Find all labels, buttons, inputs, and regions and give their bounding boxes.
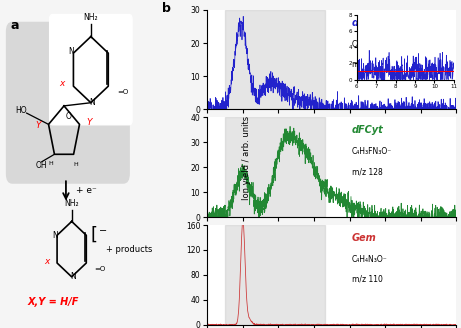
Text: + e⁻: + e⁻ bbox=[76, 186, 96, 195]
Bar bbox=[225, 225, 325, 325]
Text: H: H bbox=[48, 161, 53, 166]
Text: X,Y = H/F: X,Y = H/F bbox=[28, 297, 79, 307]
Text: H: H bbox=[73, 162, 78, 167]
Text: + products: + products bbox=[106, 245, 153, 254]
Text: dCyt: dCyt bbox=[352, 18, 377, 28]
FancyBboxPatch shape bbox=[6, 22, 129, 183]
Text: N: N bbox=[69, 47, 74, 56]
Text: NH₂: NH₂ bbox=[83, 13, 98, 22]
Text: Ion yield / arb. units: Ion yield / arb. units bbox=[242, 115, 251, 199]
Text: =O: =O bbox=[94, 266, 105, 272]
Text: x: x bbox=[44, 257, 50, 266]
Text: x: x bbox=[59, 78, 65, 88]
Bar bbox=[225, 10, 325, 110]
Bar bbox=[225, 117, 325, 217]
Text: [: [ bbox=[91, 226, 98, 244]
FancyBboxPatch shape bbox=[50, 14, 132, 125]
Text: dFCyt: dFCyt bbox=[352, 125, 384, 135]
Text: m/z 128: m/z 128 bbox=[352, 167, 383, 176]
Text: N: N bbox=[53, 231, 59, 240]
Text: C₄H₃FN₃O⁻: C₄H₃FN₃O⁻ bbox=[352, 147, 392, 156]
Text: Y: Y bbox=[87, 118, 92, 127]
Text: =O: =O bbox=[117, 90, 128, 95]
Text: −: − bbox=[99, 226, 106, 236]
Text: m/z 110: m/z 110 bbox=[352, 275, 383, 284]
Text: OH: OH bbox=[35, 161, 47, 170]
Text: C₄H₄N₃O⁻: C₄H₄N₃O⁻ bbox=[352, 255, 388, 264]
Text: Y: Y bbox=[36, 121, 41, 131]
Text: N: N bbox=[89, 98, 95, 107]
Text: N: N bbox=[70, 272, 76, 281]
Text: HO: HO bbox=[15, 106, 27, 115]
Text: m/z 110: m/z 110 bbox=[352, 60, 383, 69]
Text: NH₂: NH₂ bbox=[65, 199, 79, 208]
Text: Gem: Gem bbox=[352, 233, 377, 243]
Text: O: O bbox=[66, 113, 72, 121]
Text: a: a bbox=[10, 19, 19, 32]
Text: b: b bbox=[162, 2, 171, 15]
Text: C₄H₄N₃O⁻: C₄H₄N₃O⁻ bbox=[352, 40, 388, 49]
